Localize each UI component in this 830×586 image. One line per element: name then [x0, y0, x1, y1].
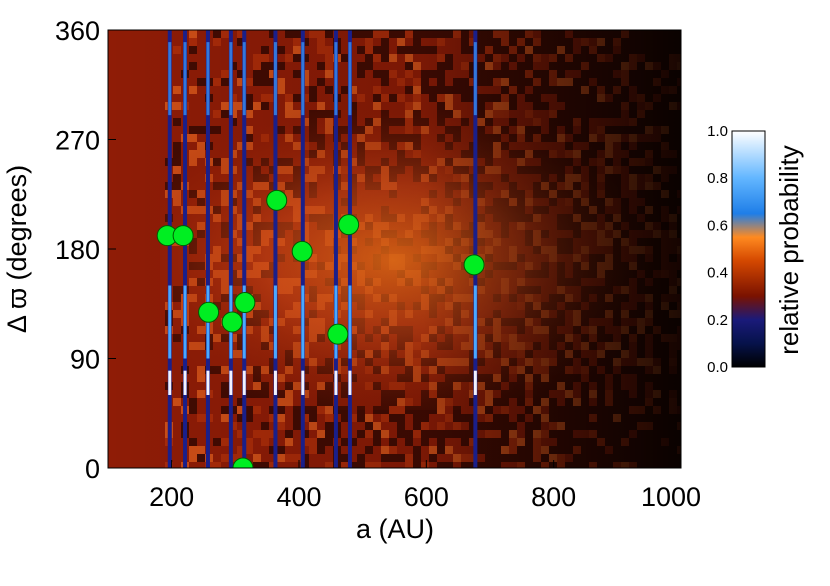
colorbar-tick-label: 0.0 [707, 359, 728, 376]
x-tick-label: 400 [276, 482, 321, 512]
data-point [234, 292, 256, 314]
colorbar-title: relative probability [774, 145, 804, 355]
colorbar-tick-label: 0.6 [707, 217, 728, 234]
y-tick-label: 270 [55, 126, 100, 156]
object-points [156, 189, 485, 468]
colorbar-tick-label: 0.8 [707, 170, 728, 187]
y-axis-ticks: 0 90 180 270 360 [55, 16, 116, 484]
data-point [327, 323, 349, 345]
data-point [291, 240, 313, 262]
data-point [266, 189, 288, 211]
x-axis-ticks: 200 400 600 800 1000 [149, 460, 701, 512]
y-tick-label: 360 [55, 16, 100, 46]
x-tick-label: 800 [531, 482, 576, 512]
colorbar-gradient [731, 130, 766, 368]
data-point [232, 457, 254, 468]
data-point [221, 311, 243, 333]
x-tick-label: 1000 [641, 482, 701, 512]
y-axis-title: Δ ϖ (degrees) [2, 165, 32, 333]
y-tick-label: 0 [85, 454, 100, 484]
y-tick-label: 90 [70, 345, 100, 375]
colorbar-tick-label: 0.2 [707, 312, 728, 329]
data-point [338, 214, 360, 236]
x-axis-title: a (AU) [356, 514, 434, 544]
plot-area [108, 30, 681, 468]
data-point [172, 225, 194, 247]
heatmap-fade [108, 30, 681, 468]
data-point [198, 301, 220, 323]
x-tick-label: 600 [404, 482, 449, 512]
colorbar: 0.0 0.2 0.4 0.6 0.8 1.0 relative probability [707, 123, 804, 376]
colorbar-tick-label: 1.0 [707, 123, 728, 140]
colorbar-ticks: 0.0 0.2 0.4 0.6 0.8 1.0 [707, 123, 728, 376]
x-tick-label: 200 [149, 482, 194, 512]
axes: 200 400 600 800 1000 0 90 180 270 360 a (AU) Δ ϖ… [2, 16, 701, 544]
colorbar-tick-label: 0.4 [707, 265, 728, 282]
data-point [463, 254, 485, 276]
y-tick-label: 180 [55, 235, 100, 265]
